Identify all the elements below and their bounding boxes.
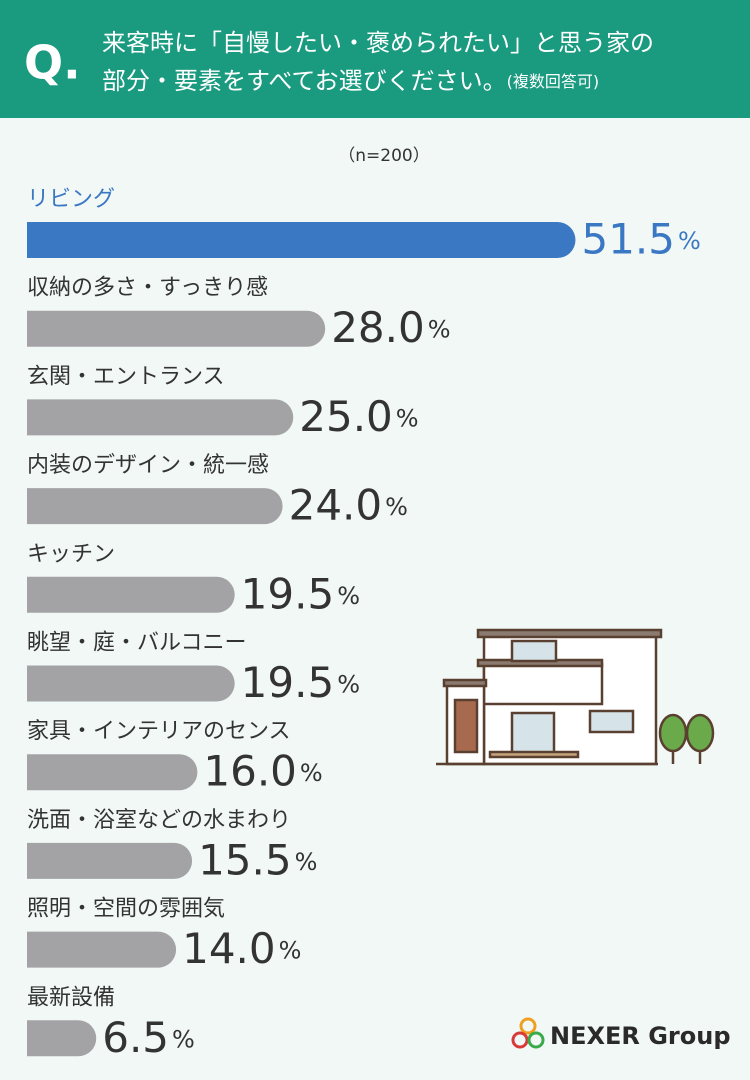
bar — [27, 842, 193, 879]
category-label: リビング — [27, 187, 115, 212]
question-mark: Q. — [24, 36, 81, 90]
bar — [27, 665, 235, 702]
category-label: 照明・空間の雰囲気 — [27, 897, 225, 922]
value-unit: % — [295, 848, 318, 876]
logo-text: NEXER Group — [550, 1022, 731, 1050]
value-unit: % — [396, 404, 419, 432]
bar — [27, 576, 235, 613]
bar — [27, 488, 283, 525]
logo: NEXER Group — [511, 1017, 731, 1050]
value-unit: % — [279, 937, 302, 965]
bar — [27, 310, 326, 347]
value-unit: % — [300, 759, 323, 787]
title: 来客時に「自慢したい・褒められたい」と思う家の — [102, 29, 654, 57]
subtitle: （n=200） — [338, 146, 429, 166]
category-label: 眺望・庭・バルコニー — [27, 631, 247, 656]
value-unit: % — [337, 582, 360, 610]
bar — [27, 222, 576, 258]
category-label: 内装のデザイン・統一感 — [27, 453, 269, 478]
category-label: 玄関・エントランス — [27, 364, 225, 389]
header — [0, 0, 750, 118]
category-label: 収納の多さ・すっきり感 — [27, 276, 268, 301]
bar — [27, 1020, 97, 1057]
value-unit: % — [678, 227, 701, 255]
category-label: 家具・インテリアのセンス — [27, 719, 291, 744]
bar — [27, 931, 177, 968]
bar — [27, 754, 198, 791]
category-label: 洗面・浴室などの水まわり — [27, 808, 291, 833]
value-unit: % — [428, 316, 451, 344]
category-label: キッチン — [27, 542, 115, 567]
value-unit: % — [385, 493, 408, 521]
value-unit: % — [172, 1025, 195, 1053]
bar — [27, 399, 294, 436]
value-unit: % — [337, 671, 360, 699]
title-note: (複数回答可) — [507, 72, 600, 91]
title: 部分・要素をすべてお選びください。(複数回答可) — [102, 67, 599, 95]
house-illustration — [436, 628, 715, 766]
category-label: 最新設備 — [27, 985, 115, 1010]
